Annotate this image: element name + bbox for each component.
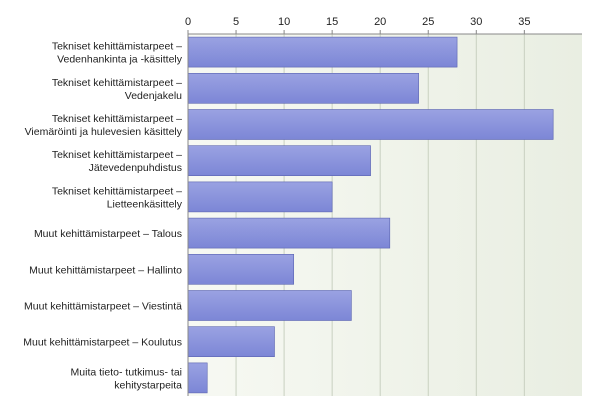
bar-9 xyxy=(187,362,208,394)
category-label-2: Tekniset kehittämistarpeet – Viemäröinti … xyxy=(25,113,183,138)
bar-5 xyxy=(187,217,391,249)
category-label-line: Lietteenkäsittely xyxy=(107,198,183,210)
x-tick-label: 5 xyxy=(233,16,239,28)
x-tick-label: 20 xyxy=(374,16,386,28)
category-label-4: Tekniset kehittämistarpeet – Lietteenkäsi… xyxy=(52,185,183,210)
category-label-line: Tekniset kehittämistarpeet – xyxy=(52,149,182,161)
category-label-line: Vedenjakelu xyxy=(125,90,182,102)
category-label-line: Jätevedenpuhdistus xyxy=(89,162,182,174)
category-label-line: Vedenhankinta ja -käsittely xyxy=(57,54,183,66)
category-label-line: Tekniset kehittämistarpeet – xyxy=(52,41,182,53)
bar-1 xyxy=(187,73,419,104)
x-axis: 0 5 10 15 20 25 30 35 xyxy=(185,16,530,34)
category-label-line: Muut kehittämistarpeet – Viestintä xyxy=(24,301,182,313)
x-tick-label: 10 xyxy=(278,16,290,28)
bar-7 xyxy=(187,290,352,321)
x-tick-label: 15 xyxy=(326,16,338,28)
category-label-0: Tekniset kehittämistarpeet – Vedenhankint… xyxy=(52,41,183,66)
x-tick-label: 25 xyxy=(422,16,434,28)
category-label-line: kehitystarpeita xyxy=(114,379,182,391)
category-label-line: Viemäröinti ja hulevesien käsittely xyxy=(25,126,183,138)
category-label-3: Tekniset kehittämistarpeet – Jätevedenpuh… xyxy=(52,149,182,174)
category-label-line: Tekniset kehittämistarpeet – xyxy=(52,77,182,89)
category-label-1: Tekniset kehittämistarpeet – Vedenjakelu xyxy=(52,77,182,102)
bar-0 xyxy=(187,36,458,68)
category-label-line: Muita tieto- tutkimus- tai xyxy=(71,366,182,378)
category-label-9: Muita tieto- tutkimus- tai kehitystarpeit… xyxy=(71,366,183,391)
x-tick-label: 35 xyxy=(518,16,530,28)
category-label-7: Muut kehittämistarpeet – Viestintä xyxy=(24,301,182,313)
bar-8 xyxy=(187,326,275,358)
x-tick-label: 0 xyxy=(185,16,191,28)
bar-6 xyxy=(187,254,295,285)
category-label-line: Muut kehittämistarpeet – Koulutus xyxy=(23,337,182,349)
category-label-line: Muut kehittämistarpeet – Hallinto xyxy=(29,264,182,276)
category-labels: Tekniset kehittämistarpeet – Vedenhankint… xyxy=(23,41,183,392)
category-label-line: Tekniset kehittämistarpeet – xyxy=(52,113,182,125)
category-label-8: Muut kehittämistarpeet – Koulutus xyxy=(23,337,182,349)
x-tick-label: 30 xyxy=(470,16,482,28)
category-label-line: Muut kehittämistarpeet – Talous xyxy=(34,228,182,240)
bars xyxy=(187,36,554,394)
bar-3 xyxy=(187,145,371,176)
bar-4 xyxy=(187,181,333,213)
category-label-5: Muut kehittämistarpeet – Talous xyxy=(34,228,182,240)
category-label-line: Tekniset kehittämistarpeet – xyxy=(52,185,182,197)
bar-2 xyxy=(187,109,554,140)
category-label-6: Muut kehittämistarpeet – Hallinto xyxy=(29,264,182,276)
